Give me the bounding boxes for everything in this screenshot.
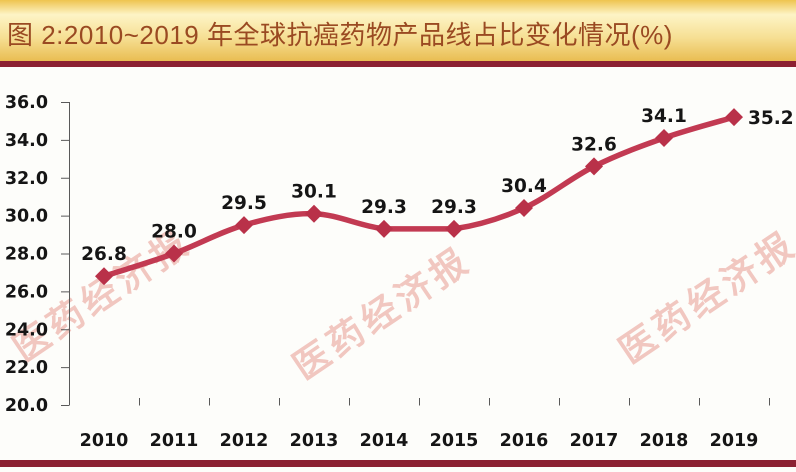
svg-text:32.6: 32.6 — [571, 134, 617, 155]
chart-area: 医药经济报 医药经济报 医药经济报 36.0 34.0 32.0 30.0 28.0 26… — [0, 67, 796, 460]
svg-text:34.1: 34.1 — [641, 106, 687, 127]
svg-text:26.8: 26.8 — [81, 244, 127, 265]
svg-text:35.2: 35.2 — [748, 108, 794, 129]
svg-text:29.3: 29.3 — [431, 197, 477, 218]
line-chart: 36.0 34.0 32.0 30.0 28.0 26.0 24.0 22.0 20.0 2010… — [5, 93, 794, 451]
svg-text:30.4: 30.4 — [501, 176, 547, 197]
svg-text:22.0: 22.0 — [5, 358, 48, 378]
svg-text:26.0: 26.0 — [5, 282, 48, 302]
svg-text:28.0: 28.0 — [151, 222, 197, 243]
svg-text:2019: 2019 — [710, 431, 759, 451]
svg-text:2012: 2012 — [220, 431, 269, 451]
footer-rule — [0, 460, 796, 467]
svg-text:20.0: 20.0 — [5, 396, 48, 416]
svg-text:36.0: 36.0 — [5, 93, 48, 113]
chart-title-bar: 图 2:2010~2019 年全球抗癌药物产品线占比变化情况(%) — [0, 0, 796, 61]
svg-text:28.0: 28.0 — [5, 245, 48, 265]
svg-text:2013: 2013 — [290, 431, 339, 451]
svg-text:2014: 2014 — [360, 431, 409, 451]
svg-text:30.1: 30.1 — [291, 182, 337, 203]
svg-text:29.5: 29.5 — [221, 193, 267, 214]
svg-text:24.0: 24.0 — [5, 320, 48, 340]
chart-title: 图 2:2010~2019 年全球抗癌药物产品线占比变化情况(%) — [7, 20, 673, 50]
svg-text:2018: 2018 — [640, 431, 689, 451]
svg-text:32.0: 32.0 — [5, 169, 48, 189]
svg-text:2010: 2010 — [80, 431, 129, 451]
title-underline-rule — [0, 61, 796, 67]
svg-text:29.3: 29.3 — [361, 197, 407, 218]
svg-text:2011: 2011 — [150, 431, 199, 451]
svg-text:34.0: 34.0 — [5, 131, 48, 151]
svg-text:30.0: 30.0 — [5, 207, 48, 227]
svg-text:2015: 2015 — [430, 431, 479, 451]
svg-text:2016: 2016 — [500, 431, 549, 451]
svg-text:2017: 2017 — [570, 431, 619, 451]
